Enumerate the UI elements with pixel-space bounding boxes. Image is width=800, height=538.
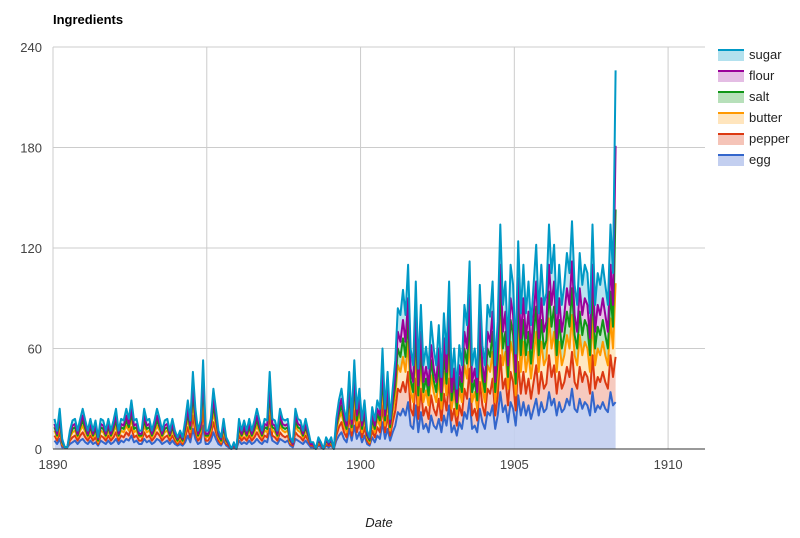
legend-swatch <box>718 92 744 103</box>
legend-item-salt[interactable]: salt <box>718 89 770 104</box>
y-tick-label: 0 <box>35 442 42 457</box>
area-butter <box>54 283 616 449</box>
area-egg <box>54 388 616 449</box>
legend-label: egg <box>749 152 771 167</box>
chart-title: Ingredients <box>53 12 123 27</box>
x-axis-title: Date <box>365 515 392 530</box>
legend-item-flour[interactable]: flour <box>718 68 775 83</box>
legend-label: pepper <box>749 131 790 146</box>
legend-swatch <box>718 71 744 82</box>
x-tick-label: 1905 <box>500 457 529 472</box>
legend-item-egg[interactable]: egg <box>718 152 771 167</box>
y-tick-label: 180 <box>20 141 42 156</box>
y-tick-label: 240 <box>20 40 42 55</box>
y-tick-label: 60 <box>28 342 42 357</box>
axes: 0 60 120 180 240 1890 1895 1900 1905 1910 <box>20 40 705 472</box>
x-tick-label: 1900 <box>346 457 375 472</box>
x-tick-label: 1895 <box>192 457 221 472</box>
series-lines <box>53 70 617 450</box>
legend-label: salt <box>749 89 770 104</box>
legend-label: sugar <box>749 47 782 62</box>
legend-item-pepper[interactable]: pepper <box>718 131 790 146</box>
y-tick-label: 120 <box>20 241 42 256</box>
x-tick-label: 1910 <box>654 457 683 472</box>
legend-label: flour <box>749 68 775 83</box>
legend-item-butter[interactable]: butter <box>718 110 783 125</box>
legend-label: butter <box>749 110 783 125</box>
legend-swatch <box>718 134 744 145</box>
area-pepper <box>54 351 616 449</box>
line-sugar <box>53 70 617 450</box>
legend[interactable]: sugar flour salt butter pepper egg <box>718 47 790 167</box>
legend-item-sugar[interactable]: sugar <box>718 47 782 62</box>
x-tick-label: 1890 <box>39 457 68 472</box>
legend-swatch <box>718 113 744 124</box>
legend-swatch <box>718 50 744 61</box>
gridlines <box>52 46 705 450</box>
legend-swatch <box>718 155 744 166</box>
